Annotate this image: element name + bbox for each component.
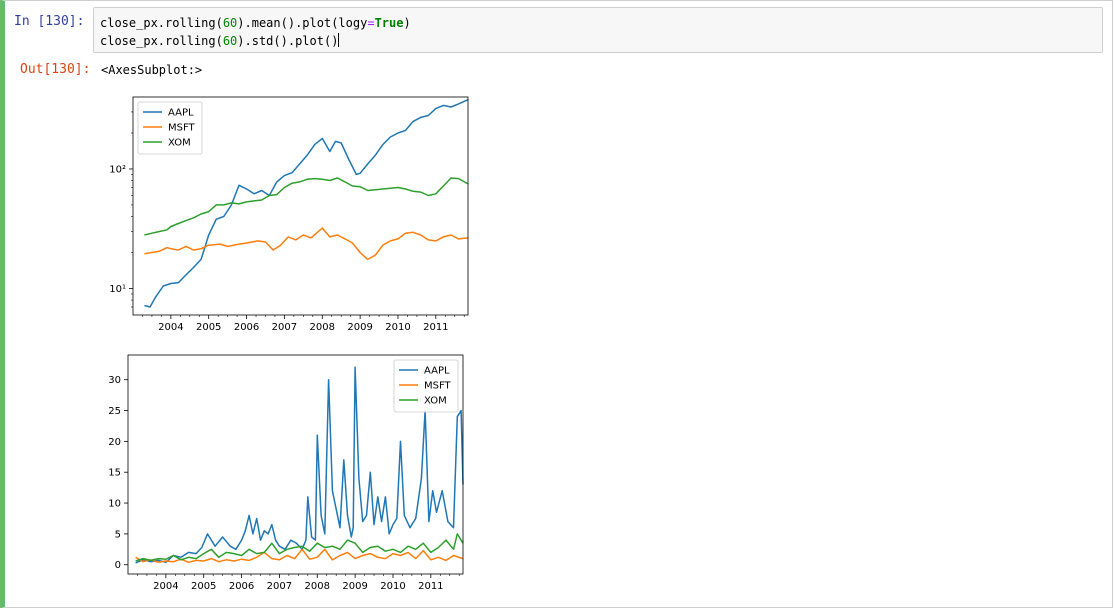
y-tick-label: 30: [108, 375, 121, 386]
code-token: ): [403, 16, 411, 30]
legend: AAPL MSFT XOM: [393, 359, 459, 413]
x-tick-label: 2004: [153, 581, 178, 592]
legend-box: [137, 101, 203, 155]
code-token: close_px.rolling(: [100, 16, 223, 30]
code-operator: =: [367, 16, 375, 30]
x-tick-label: 2007: [272, 322, 297, 333]
y-tick-label: 10²: [109, 164, 126, 175]
y-tick-label: 25: [108, 406, 121, 417]
x-tick-label: 2008: [305, 581, 330, 592]
y-tick-label: 15: [108, 468, 121, 479]
y-tick-label: 10¹: [109, 284, 126, 295]
code-editor[interactable]: close_px.rolling(60).mean().plot(logy=Tr…: [93, 7, 1103, 53]
axes-frame: [127, 354, 464, 575]
y-tick-label: 0: [115, 560, 121, 571]
output-text: <AxesSubplot:>: [101, 63, 203, 77]
code-number: 60: [222, 34, 238, 48]
x-tick-label: 2010: [380, 581, 405, 592]
legend: AAPL MSFT XOM: [137, 101, 203, 155]
text-cursor: [338, 33, 340, 47]
input-prompt: In [130]:: [14, 14, 85, 29]
chart-2: 2004 2005 2006 2007 2008 2009 2010 2011 0 5 10 15 20…: [108, 354, 464, 592]
x-tick-label: 2009: [342, 581, 367, 592]
code-number: 60: [222, 16, 238, 30]
legend-label-msft: MSFT: [168, 123, 196, 134]
series-line-aapl: [135, 366, 464, 564]
x-tick-label: 2009: [347, 322, 372, 333]
code-token: close_px.rolling(: [100, 34, 223, 48]
code-line-1[interactable]: close_px.rolling(60).mean().plot(logy=Tr…: [100, 16, 411, 30]
y-tick-label: 20: [108, 437, 121, 448]
x-tick-label: 2004: [158, 322, 183, 333]
code-line-2[interactable]: close_px.rolling(60).std().plot(): [100, 33, 340, 48]
legend-label-aapl: AAPL: [424, 366, 450, 377]
legend-box: [393, 359, 459, 413]
y-tick-label: 5: [115, 529, 121, 540]
code-keyword: True: [374, 16, 404, 30]
x-tick-label: 2006: [234, 322, 259, 333]
code-token: ).std().plot(): [237, 34, 339, 48]
series-line-xom: [144, 177, 469, 236]
x-tick-label: 2011: [423, 322, 448, 333]
x-tick-label: 2008: [310, 322, 335, 333]
x-tick-label: 2005: [191, 581, 216, 592]
x-tick-label: 2010: [385, 322, 410, 333]
x-tick-label: 2006: [229, 581, 254, 592]
axes-frame: [132, 96, 469, 316]
series-line-xom: [135, 533, 464, 562]
series-line-msft: [135, 548, 464, 564]
x-tick-label: 2007: [267, 581, 292, 592]
x-tick-label: 2005: [196, 322, 221, 333]
chart-1: 2004 2005 2006 2007 2008 2009 2010 2011 10¹ 10² AA…: [109, 96, 469, 333]
y-tick-label: 10: [108, 499, 121, 510]
legend-label-xom: XOM: [168, 138, 191, 149]
series-line-aapl: [144, 99, 469, 308]
legend-label-xom: XOM: [424, 396, 447, 407]
x-tick-label: 2011: [418, 581, 443, 592]
legend-label-msft: MSFT: [424, 381, 452, 392]
code-token: ).mean().plot(logy: [237, 16, 368, 30]
output-prompt: Out[130]:: [20, 62, 91, 77]
series-line-msft: [144, 227, 469, 261]
legend-label-aapl: AAPL: [168, 108, 194, 119]
